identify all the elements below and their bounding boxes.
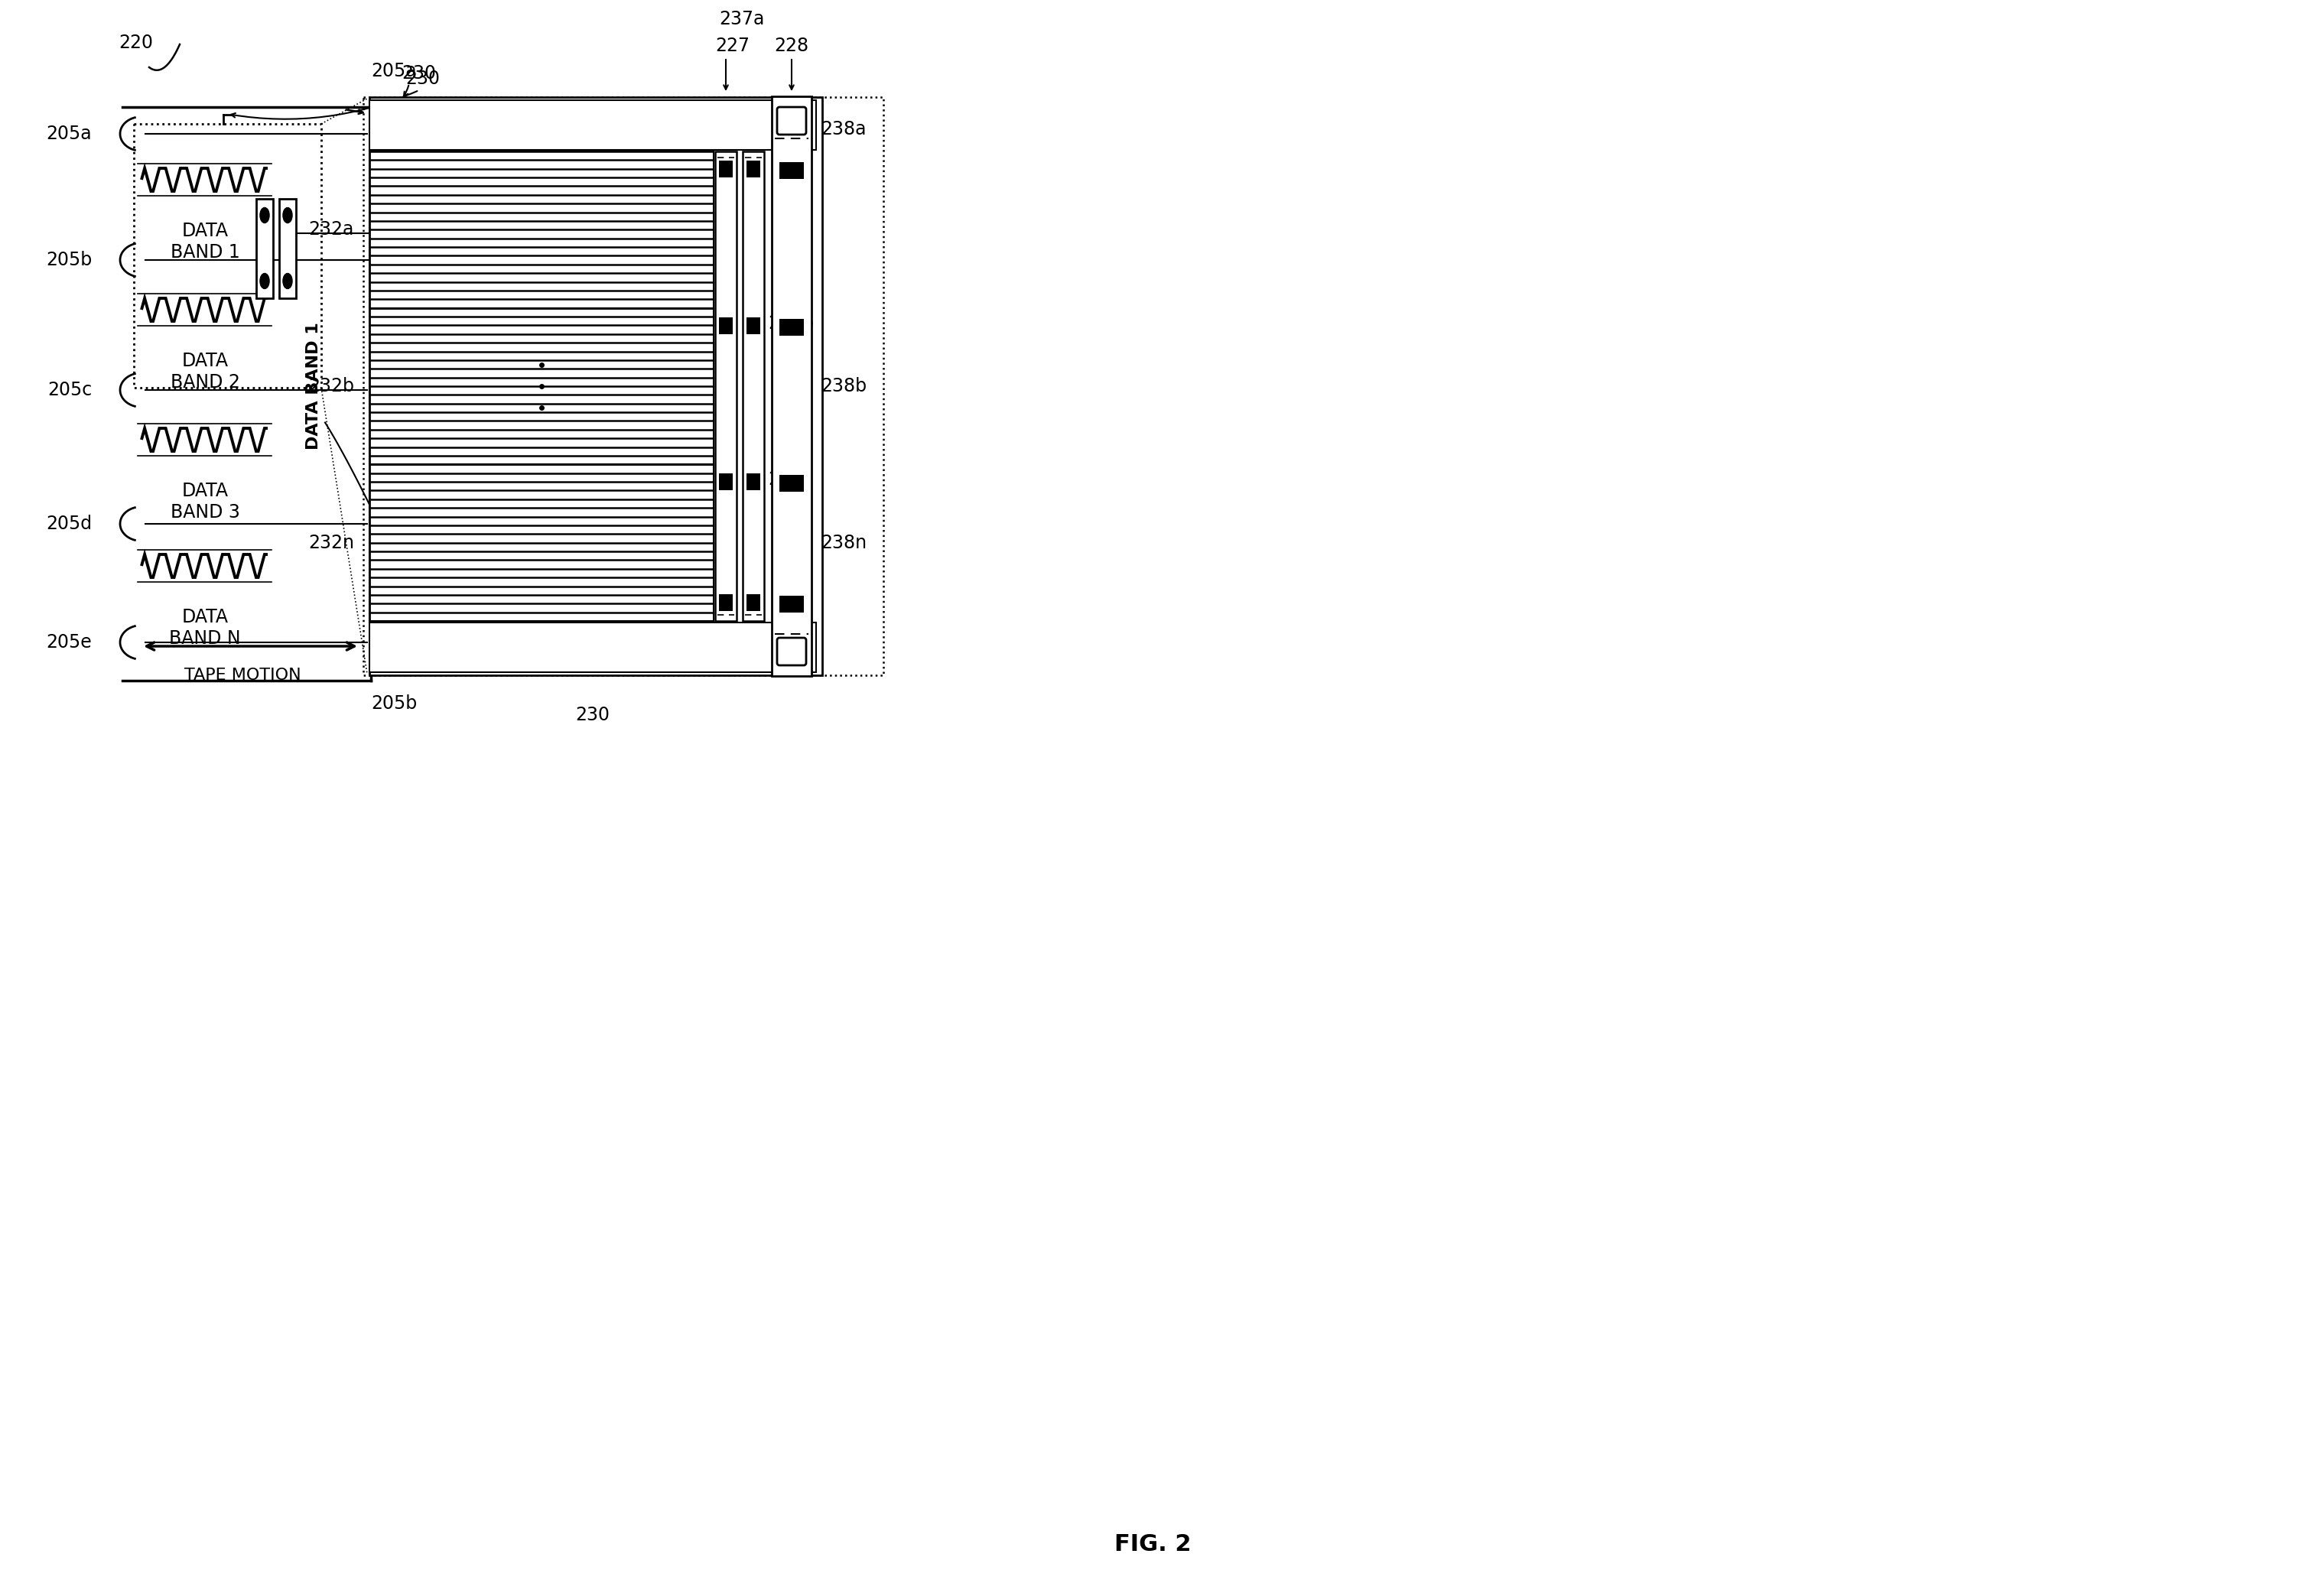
Text: 220: 220 (118, 34, 152, 53)
Text: 238a: 238a (821, 120, 867, 139)
Bar (369, 308, 713, 464)
Bar (256, 198, 272, 298)
Bar (779, 163, 805, 179)
Bar (773, 96, 812, 677)
Bar (719, 474, 733, 490)
Text: 205d: 205d (46, 514, 92, 533)
Text: DATA BAND 1: DATA BAND 1 (307, 322, 321, 450)
Text: 232b: 232b (309, 377, 355, 396)
Text: 237a: 237a (719, 10, 763, 29)
Bar (779, 595, 805, 613)
Bar (369, 464, 713, 621)
Text: 238b: 238b (821, 377, 867, 396)
Text: 237b: 237b (768, 314, 814, 332)
FancyBboxPatch shape (777, 638, 807, 666)
Bar (747, 594, 761, 611)
Text: DATA
BAND 1: DATA BAND 1 (171, 222, 240, 262)
Bar (719, 161, 733, 177)
Text: DATA
BAND 3: DATA BAND 3 (171, 482, 240, 522)
Text: 205a: 205a (46, 124, 92, 144)
Bar (747, 318, 761, 334)
Bar (779, 476, 805, 492)
Bar (747, 161, 761, 177)
Text: 227: 227 (378, 251, 413, 270)
Bar (134, 124, 321, 388)
Bar (747, 474, 761, 490)
Bar (279, 198, 295, 298)
Bar (369, 152, 713, 308)
Text: 228: 228 (775, 37, 809, 54)
Text: sub-band N: sub-band N (717, 503, 731, 583)
Text: 230: 230 (406, 70, 440, 88)
Text: 225: 225 (378, 511, 413, 530)
Text: DATA
BAND 2: DATA BAND 2 (171, 351, 240, 391)
Bar (719, 318, 733, 334)
Bar (364, 97, 883, 675)
Text: 205c: 205c (46, 381, 92, 399)
Ellipse shape (261, 273, 270, 289)
Ellipse shape (284, 273, 293, 289)
FancyBboxPatch shape (777, 107, 807, 134)
Text: 228: 228 (378, 223, 413, 243)
Bar (369, 622, 816, 672)
Text: TAPE MOTION: TAPE MOTION (184, 667, 302, 683)
Text: 232n: 232n (309, 533, 355, 552)
Text: 205e: 205e (46, 634, 92, 651)
Bar (369, 97, 823, 675)
Text: FIG. 2: FIG. 2 (1114, 1534, 1192, 1556)
Text: 238n: 238n (821, 533, 867, 552)
Text: 232a: 232a (309, 220, 355, 239)
Bar (715, 152, 736, 621)
Text: 230: 230 (576, 705, 611, 725)
Text: DATA
BAND N: DATA BAND N (168, 608, 240, 648)
Bar (779, 319, 805, 335)
Text: 237n: 237n (768, 471, 814, 488)
Bar (369, 101, 816, 150)
Text: 205b: 205b (46, 251, 92, 270)
Text: sub-band 1: sub-band 1 (717, 192, 731, 268)
Ellipse shape (284, 207, 293, 223)
Bar (719, 594, 733, 611)
Bar (743, 152, 763, 621)
Text: 205a: 205a (371, 62, 417, 80)
Text: 205b: 205b (371, 694, 417, 713)
Text: sub-band 2: sub-band 2 (717, 348, 731, 425)
Ellipse shape (261, 207, 270, 223)
Text: 227: 227 (715, 37, 749, 54)
Text: 230: 230 (401, 64, 436, 83)
